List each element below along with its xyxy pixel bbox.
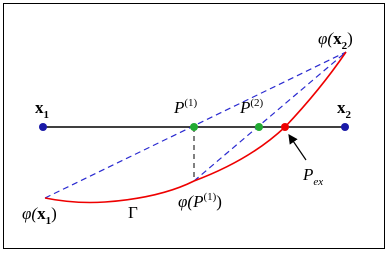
chord — [193, 51, 347, 182]
label-base: Γ — [128, 203, 138, 222]
label-sub: 2 — [342, 40, 348, 52]
label-suffix: ) — [216, 192, 222, 211]
label-base: x — [333, 29, 342, 48]
label-sub: ex — [313, 176, 323, 188]
label-base: P — [239, 98, 250, 117]
arrow — [288, 134, 307, 161]
label: P(1) — [173, 97, 198, 117]
label-base: x — [35, 98, 44, 117]
label: φ(P(1)) — [178, 191, 222, 211]
label-base: P — [173, 98, 184, 117]
label-prefix: φ( — [178, 192, 194, 211]
label-prefix: φ( — [318, 29, 334, 48]
label: Γ — [128, 203, 138, 222]
point — [39, 123, 47, 131]
label-suffix: ) — [347, 29, 353, 48]
curve — [44, 51, 347, 204]
label-prefix: φ( — [22, 204, 38, 223]
label-base: x — [337, 98, 346, 117]
label-suffix: ) — [51, 204, 57, 223]
frame — [3, 3, 385, 249]
label-sub: 2 — [346, 109, 352, 121]
label-sup: (1) — [184, 97, 197, 109]
label-sub: 1 — [44, 109, 50, 121]
point — [341, 123, 349, 131]
label-base: P — [192, 192, 203, 211]
label: x2 — [337, 98, 352, 121]
label: φ(x2) — [318, 29, 353, 52]
label-sup: (2) — [250, 97, 263, 109]
chord — [44, 51, 347, 199]
point — [255, 123, 263, 131]
point — [281, 123, 289, 131]
label: P(2) — [239, 97, 264, 117]
label-sup: (1) — [203, 191, 216, 203]
label-base: x — [37, 204, 46, 223]
point — [190, 123, 198, 131]
label-sub: 1 — [46, 215, 52, 227]
label: φ(x1) — [22, 204, 57, 227]
label-base: P — [302, 165, 313, 184]
label: Pex — [302, 165, 323, 188]
label: x1 — [35, 98, 49, 121]
